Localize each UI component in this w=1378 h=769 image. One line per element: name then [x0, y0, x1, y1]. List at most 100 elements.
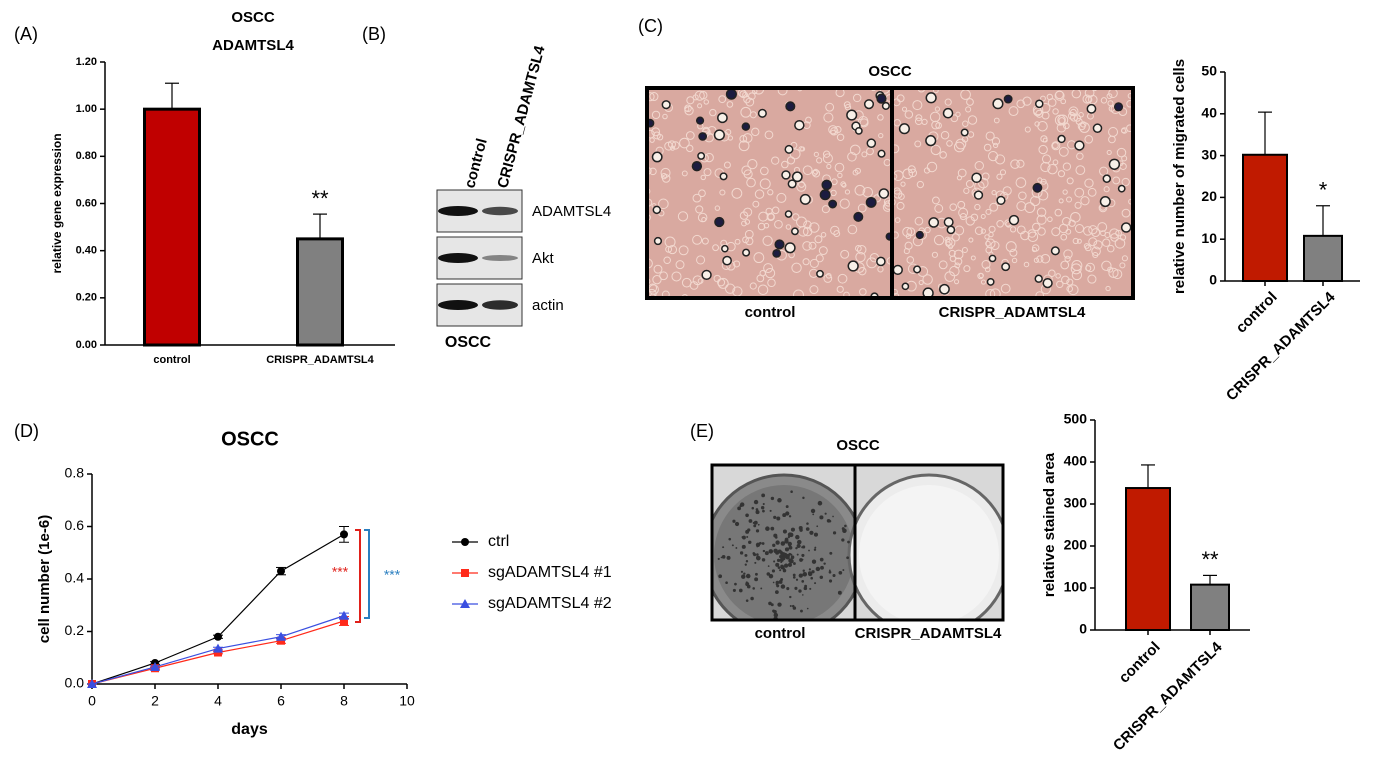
texture [944, 98, 952, 106]
texture [1083, 226, 1093, 236]
colony [780, 584, 786, 589]
texture [1009, 248, 1018, 257]
texture [1040, 102, 1051, 114]
cell [1032, 182, 1043, 193]
y-tick-label: 40 [1201, 105, 1217, 121]
texture [785, 224, 792, 230]
texture [963, 187, 970, 194]
colony [739, 502, 745, 507]
texture [837, 172, 843, 179]
texture [1060, 98, 1067, 105]
texture [1080, 196, 1090, 206]
chart-title: OSCC [221, 428, 279, 450]
cell [821, 179, 832, 191]
texture [1126, 124, 1133, 133]
colony [776, 558, 781, 563]
cell [661, 100, 671, 110]
cell [1108, 158, 1121, 170]
y-tick-label: 200 [1064, 537, 1088, 553]
colony [754, 577, 759, 582]
cell [794, 119, 805, 131]
texture [1119, 162, 1127, 170]
texture [1063, 249, 1073, 259]
texture [1058, 198, 1064, 204]
texture [796, 216, 807, 228]
colony [801, 558, 804, 561]
colony [815, 566, 821, 572]
colony [813, 532, 819, 537]
x-tick-label: 6 [277, 693, 285, 709]
colony [819, 515, 824, 520]
cell [928, 217, 940, 228]
significance: *** [332, 564, 349, 580]
texture [686, 96, 695, 105]
cell [901, 282, 910, 291]
texture [841, 182, 847, 188]
row-label: actin [532, 297, 564, 314]
y-tick-label: 0.00 [76, 339, 97, 351]
texture [977, 272, 984, 280]
colony [757, 523, 760, 526]
colony [725, 581, 728, 584]
texture [840, 249, 850, 259]
texture [908, 168, 918, 178]
texture [916, 180, 925, 189]
colony [756, 555, 760, 560]
colony [768, 549, 774, 554]
texture [692, 234, 703, 245]
cell [816, 269, 824, 278]
colony [776, 584, 780, 588]
colony [775, 580, 780, 585]
texture [1010, 159, 1020, 169]
colony [746, 535, 749, 538]
colony [755, 529, 760, 533]
texture [981, 172, 990, 181]
cell [876, 256, 886, 267]
texture [744, 229, 754, 239]
colony [755, 572, 758, 576]
colony [749, 540, 752, 544]
texture [836, 285, 844, 293]
colony [828, 579, 833, 583]
bar [143, 107, 201, 347]
colony [776, 516, 781, 521]
texture [1051, 227, 1061, 237]
texture [1018, 191, 1027, 200]
texture [791, 262, 802, 273]
image-label: control [755, 625, 806, 642]
texture [1002, 186, 1012, 196]
colony [778, 580, 783, 584]
colony [775, 590, 779, 594]
colony [756, 545, 759, 548]
texture [742, 236, 749, 244]
colony [823, 562, 826, 565]
texture [1128, 198, 1133, 205]
y-tick-label: 0 [1209, 272, 1217, 288]
texture [759, 166, 769, 176]
colony [841, 538, 845, 542]
colony [771, 569, 776, 573]
texture [903, 248, 910, 255]
colony [787, 541, 792, 547]
texture [1048, 269, 1056, 278]
texture [1036, 214, 1047, 225]
texture [1051, 142, 1059, 149]
colony [842, 569, 845, 572]
texture [826, 163, 832, 170]
cell [986, 277, 995, 286]
texture [896, 94, 905, 103]
y-tick-label: 0.40 [76, 245, 97, 257]
y-tick-label: 1.00 [76, 103, 97, 115]
texture [830, 189, 837, 197]
colony [787, 532, 793, 537]
texture [681, 170, 688, 177]
texture [945, 237, 956, 248]
colony [761, 558, 766, 562]
colony [745, 560, 749, 563]
texture [1066, 177, 1074, 185]
texture [823, 112, 834, 123]
texture [1076, 238, 1082, 244]
cell [854, 126, 863, 135]
x-tick-label: 0 [88, 693, 96, 709]
colony [780, 552, 784, 557]
